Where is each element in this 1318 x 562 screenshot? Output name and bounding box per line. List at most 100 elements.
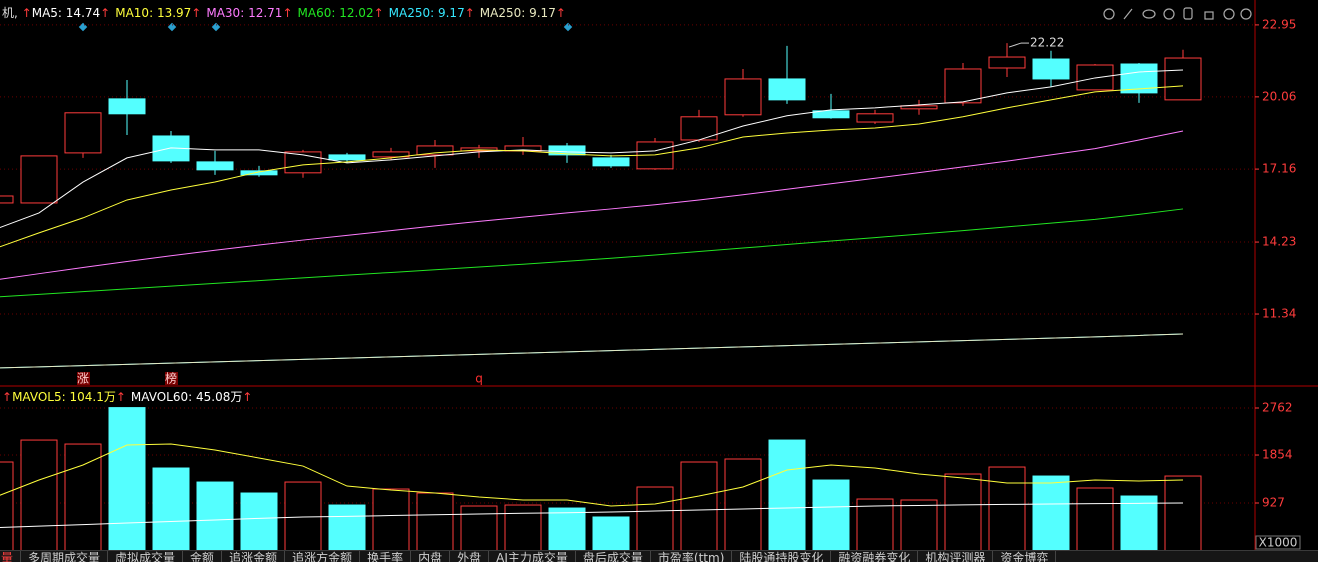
candle-body xyxy=(1164,57,1202,101)
legend-item[interactable]: MA10 13.97↑ xyxy=(115,6,201,20)
zoom-out-icon[interactable] xyxy=(1240,8,1252,20)
ma-line xyxy=(0,208,1184,298)
title: 机, xyxy=(2,6,18,20)
volume-bar xyxy=(196,481,234,552)
candle-body xyxy=(944,68,982,104)
ma-line xyxy=(0,333,1184,369)
zoom-in-icon[interactable] xyxy=(1223,8,1235,20)
tab[interactable]: 市盈率(ttm) xyxy=(651,551,733,562)
legend-item[interactable]: MA5 14.74↑ xyxy=(32,6,111,20)
target-icon[interactable] xyxy=(1163,8,1175,20)
ma-line xyxy=(0,85,1184,248)
event-markers xyxy=(78,22,573,32)
legend-arrow: ↑ xyxy=(100,6,111,20)
legend-item[interactable]: MAVOL60 45.08万↑ xyxy=(131,390,253,404)
view-icon[interactable] xyxy=(1142,9,1156,19)
tab[interactable]: 多周期成交量 xyxy=(21,551,109,562)
high-label: 22.22 xyxy=(1030,36,1064,50)
y-tick-label: 11.34 xyxy=(1262,307,1296,321)
tab[interactable]: 内盘 xyxy=(411,551,451,562)
legend-value: 104.1万 xyxy=(69,390,116,404)
volume-bar xyxy=(988,466,1026,552)
tab[interactable]: 换手率 xyxy=(360,551,412,562)
tab[interactable]: 资金博弈 xyxy=(993,551,1057,562)
legend-arrow: ↑ xyxy=(555,6,566,20)
tab[interactable]: 追涨金额 xyxy=(222,551,286,562)
volume-bar xyxy=(856,498,894,552)
candle-body xyxy=(768,78,806,101)
draw-icon[interactable] xyxy=(1123,8,1133,20)
y-tick-label: 22.95 xyxy=(1262,17,1296,31)
y-tick-label: 927 xyxy=(1262,496,1285,510)
tab[interactable]: 虚拟成交量 xyxy=(108,551,184,562)
volume-bar xyxy=(328,504,366,552)
candle-body xyxy=(416,145,454,156)
volume-bar xyxy=(812,479,850,552)
price-legend: 机, ↑MA5 14.74↑MA10 13.97↑MA30 12.71↑MA60… xyxy=(2,6,571,20)
volume-bar xyxy=(108,407,146,552)
annotation: 涨 xyxy=(77,371,89,386)
legend-value: 9.17 xyxy=(529,6,556,20)
tab[interactable]: AI主力成交量 xyxy=(489,551,576,562)
y-tick-label: 1854 xyxy=(1262,448,1293,462)
indicator-tabs: 量多周期成交量 虚拟成交量 金额 追涨金额 追涨方金额 换手率 内盘 外盘 AI主力成交量 盘后成… xyxy=(0,550,1318,562)
y-tick-label: 2762 xyxy=(1262,401,1293,415)
high-pointer xyxy=(1008,42,1022,48)
candle-body xyxy=(812,110,850,119)
legend-item[interactable]: MA250 9.17↑ xyxy=(389,6,475,20)
volume-bar xyxy=(460,505,498,552)
legend-value: 45.08万 xyxy=(196,390,243,404)
legend-item[interactable]: MAVOL5 104.1万↑ xyxy=(12,390,126,404)
volume-bar xyxy=(636,486,674,552)
tab[interactable]: 追涨方金额 xyxy=(285,551,361,562)
legend-name: MA250 xyxy=(389,6,435,20)
volume-bar xyxy=(768,439,806,552)
candle-body xyxy=(856,113,894,123)
volume-bar xyxy=(0,461,14,552)
settings-icon[interactable] xyxy=(1103,8,1115,20)
legend-item[interactable]: MA250 9.17↑ xyxy=(480,6,566,20)
candle-body xyxy=(900,105,938,110)
candle-body xyxy=(108,98,146,115)
legend-name: MAVOL5 xyxy=(12,390,66,404)
legend-arrow: ↑ xyxy=(464,6,475,20)
legend-value: 12.71 xyxy=(248,6,283,20)
legend-name: MA60 xyxy=(298,6,336,20)
legend-value: 12.02 xyxy=(339,6,374,20)
tab[interactable]: 金额 xyxy=(183,551,223,562)
legend-value: 9.17 xyxy=(437,6,465,20)
toolbar[interactable] xyxy=(1103,7,1252,20)
unit-label: X1000 xyxy=(1259,536,1298,550)
ma-line xyxy=(0,502,1184,528)
tab[interactable]: 陆股通持股变化 xyxy=(732,551,832,562)
tab[interactable]: 外盘 xyxy=(450,551,490,562)
candle-body xyxy=(284,151,322,174)
volume-legend: ↑MAVOL5 104.1万↑MAVOL60 45.08万↑ xyxy=(2,390,257,404)
annotation: 榜 xyxy=(165,371,177,386)
legend-arrow: ↑ xyxy=(115,390,126,404)
legend-item[interactable]: MA60 12.02↑ xyxy=(298,6,384,20)
volume-bar xyxy=(1120,495,1158,552)
candle-body xyxy=(240,170,278,176)
candle-body xyxy=(724,78,762,116)
volume-bar xyxy=(504,504,542,552)
legend-value: 13.97 xyxy=(156,6,192,20)
annotation-badge xyxy=(77,372,90,385)
legend-arrow: ↑ xyxy=(242,390,253,404)
tab[interactable]: 融资融券变化 xyxy=(831,551,919,562)
candle-body xyxy=(328,154,366,161)
volume-bar xyxy=(1076,487,1114,552)
volume-bar xyxy=(592,516,630,552)
tab[interactable]: 盘后成交量 xyxy=(576,551,651,562)
legend-name: MA250 xyxy=(480,6,526,20)
y-tick-label: 20.06 xyxy=(1262,89,1296,103)
legend-item[interactable]: MA30 12.71↑ xyxy=(206,6,292,20)
legend-name: MA10 xyxy=(115,6,153,20)
tab[interactable]: 机构评测器 xyxy=(918,551,994,562)
tab[interactable]: 量 xyxy=(0,551,22,562)
lock-icon[interactable] xyxy=(1204,11,1214,20)
legend-arrow: ↑ xyxy=(191,6,202,20)
hand-icon[interactable] xyxy=(1183,7,1193,20)
volume-bar xyxy=(548,507,586,552)
